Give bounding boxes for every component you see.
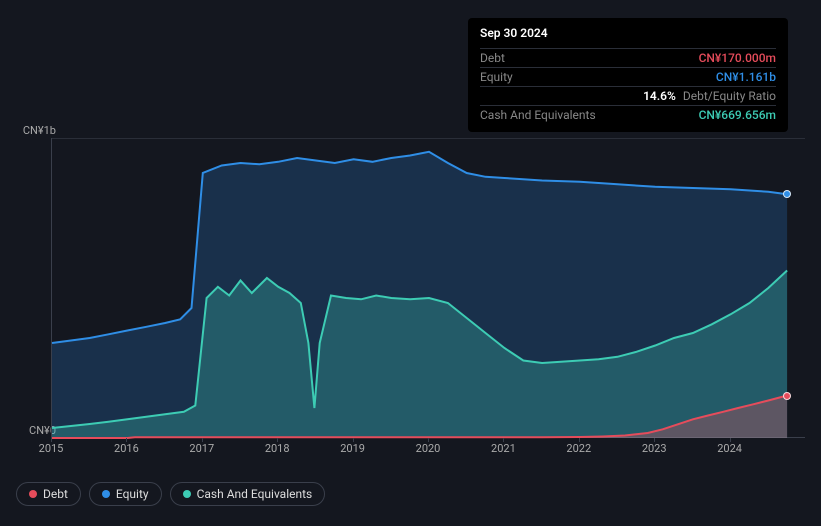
legend-item-equity[interactable]: Equity bbox=[89, 482, 162, 506]
legend-label: Debt bbox=[43, 487, 68, 501]
tooltip-row: Cash And Equivalents CN¥669.656m bbox=[480, 105, 776, 124]
tooltip-row-value: CN¥669.656m bbox=[699, 108, 776, 122]
y-axis-label-bottom: CN¥0 bbox=[16, 424, 56, 437]
tooltip-row: Debt CN¥170.000m bbox=[480, 48, 776, 67]
x-axis-tick-label: 2016 bbox=[114, 442, 139, 455]
x-axis-tick-label: 2019 bbox=[340, 442, 365, 455]
tooltip-date: Sep 30 2024 bbox=[480, 26, 776, 44]
legend-label: Cash And Equivalents bbox=[197, 487, 313, 501]
x-axis-tick-label: 2024 bbox=[717, 442, 742, 455]
end-marker-debt bbox=[783, 392, 791, 400]
x-axis-tick-label: 2022 bbox=[566, 442, 591, 455]
y-axis-label-top: CN¥1b bbox=[16, 124, 56, 137]
chart-tooltip: Sep 30 2024 Debt CN¥170.000m Equity CN¥1.16… bbox=[468, 18, 788, 132]
x-axis-tick-label: 2021 bbox=[491, 442, 516, 455]
tooltip-row: 14.6% Debt/Equity Ratio bbox=[480, 86, 776, 105]
legend-dot-icon bbox=[183, 490, 191, 498]
tooltip-row-value: CN¥170.000m bbox=[699, 51, 776, 65]
tooltip-row-label: Debt bbox=[480, 51, 505, 65]
tooltip-row-value: CN¥1.161b bbox=[716, 70, 776, 84]
legend-dot-icon bbox=[29, 490, 37, 498]
chart-plot-area[interactable] bbox=[51, 138, 805, 438]
x-axis-labels: 2015201620172018201920202021202220232024 bbox=[51, 442, 805, 458]
end-marker-equity bbox=[783, 190, 791, 198]
x-axis-tick-label: 2020 bbox=[416, 442, 441, 455]
legend-item-cash-and-equivalents[interactable]: Cash And Equivalents bbox=[170, 482, 326, 506]
legend-label: Equity bbox=[116, 487, 149, 501]
tooltip-row-label: Cash And Equivalents bbox=[480, 108, 596, 122]
legend-dot-icon bbox=[102, 490, 110, 498]
tooltip-row: Equity CN¥1.161b bbox=[480, 67, 776, 86]
chart-legend: Debt Equity Cash And Equivalents bbox=[16, 482, 325, 506]
x-axis-tick-label: 2015 bbox=[39, 442, 64, 455]
chart-container: CN¥1b CN¥0 20152016201720182019202020212… bbox=[16, 128, 805, 468]
x-axis-tick-label: 2023 bbox=[642, 442, 667, 455]
tooltip-row-ratio: 14.6% Debt/Equity Ratio bbox=[643, 89, 776, 103]
tooltip-row-label: Equity bbox=[480, 70, 513, 84]
x-axis-tick-label: 2018 bbox=[265, 442, 290, 455]
legend-item-debt[interactable]: Debt bbox=[16, 482, 81, 506]
x-axis-tick-label: 2017 bbox=[189, 442, 214, 455]
